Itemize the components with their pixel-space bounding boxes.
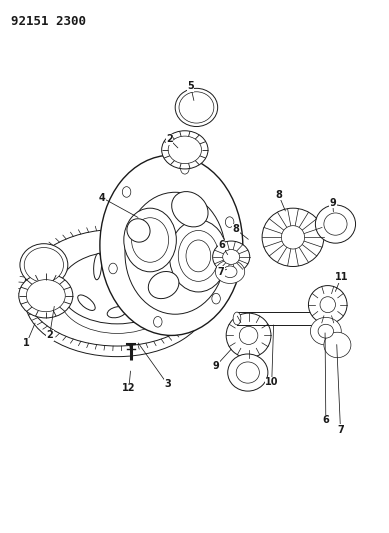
Ellipse shape [100,155,243,335]
Ellipse shape [172,191,208,227]
Polygon shape [237,312,330,325]
Text: 7: 7 [337,425,344,435]
Ellipse shape [213,241,250,273]
Ellipse shape [223,266,237,278]
Ellipse shape [25,229,210,346]
Ellipse shape [216,260,245,284]
Ellipse shape [236,362,259,383]
Ellipse shape [127,219,150,242]
Ellipse shape [24,247,63,282]
Ellipse shape [308,286,347,324]
Ellipse shape [281,225,305,249]
Ellipse shape [233,312,241,325]
Ellipse shape [178,230,219,281]
Text: 6: 6 [218,240,225,251]
Ellipse shape [225,217,234,228]
Text: 1: 1 [23,338,30,349]
Ellipse shape [154,317,162,327]
Ellipse shape [310,317,341,345]
Ellipse shape [318,324,333,338]
Text: 12: 12 [122,383,136,393]
Ellipse shape [212,293,220,304]
Text: 92151 2300: 92151 2300 [11,14,86,28]
Text: 7: 7 [217,267,224,277]
Text: 10: 10 [265,377,279,387]
Text: 8: 8 [275,190,282,200]
Ellipse shape [60,252,175,324]
Text: 6: 6 [322,415,329,425]
Ellipse shape [179,92,214,123]
Ellipse shape [20,244,68,286]
Ellipse shape [175,88,218,126]
Ellipse shape [109,263,117,274]
Ellipse shape [94,253,102,280]
Ellipse shape [148,271,179,298]
Text: 2: 2 [166,134,173,144]
Ellipse shape [162,131,208,169]
Ellipse shape [78,295,95,310]
Ellipse shape [60,261,175,334]
Ellipse shape [315,205,356,243]
Text: 4: 4 [98,192,105,203]
Ellipse shape [122,187,131,197]
Text: 8: 8 [232,224,239,235]
Ellipse shape [186,240,211,272]
Text: 2: 2 [46,330,53,341]
Ellipse shape [239,326,258,344]
Ellipse shape [107,306,126,318]
Ellipse shape [131,217,168,262]
Ellipse shape [226,313,271,358]
Ellipse shape [25,240,210,357]
Ellipse shape [262,208,324,266]
Text: 3: 3 [164,379,171,389]
Ellipse shape [26,280,65,312]
Text: 9: 9 [212,361,219,371]
Text: 9: 9 [329,198,336,208]
Text: 11: 11 [335,272,348,282]
Ellipse shape [223,249,240,264]
Ellipse shape [326,312,333,325]
Ellipse shape [228,354,268,391]
Ellipse shape [324,332,351,358]
Ellipse shape [320,297,335,313]
Ellipse shape [124,208,176,272]
Ellipse shape [125,192,225,314]
Text: 5: 5 [187,81,194,91]
Ellipse shape [324,213,347,235]
Ellipse shape [180,164,189,174]
Ellipse shape [169,220,227,292]
Ellipse shape [168,136,202,164]
Ellipse shape [142,269,161,282]
Ellipse shape [121,253,134,275]
Ellipse shape [19,273,73,318]
